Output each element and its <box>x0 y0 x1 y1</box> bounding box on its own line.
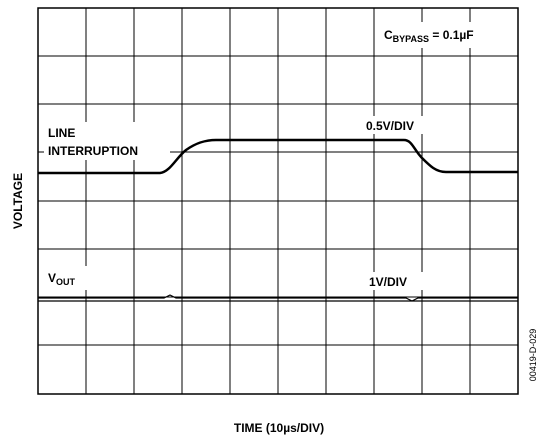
lower-trace <box>38 294 518 302</box>
label-bg <box>378 22 514 48</box>
label-bg <box>44 122 170 160</box>
scale-label: 0.5V/DIV <box>366 119 414 133</box>
label-bg <box>365 272 429 290</box>
vout-label: VOUT <box>48 271 76 287</box>
figure-id: 00419-D-029 <box>528 329 538 382</box>
bypass-label: CBYPASS = 0.1µF <box>384 28 474 44</box>
annotation: LINE <box>48 126 75 140</box>
upper-trace <box>38 138 518 175</box>
label-bg <box>44 266 110 290</box>
grid <box>37 7 519 395</box>
annotation: INTERRUPTION <box>48 144 138 158</box>
scale-label: 1V/DIV <box>369 275 407 289</box>
label-bg <box>362 116 448 134</box>
y-axis-label: VOLTAGE <box>11 173 25 229</box>
x-axis-label: TIME (10µs/DIV) <box>234 421 324 435</box>
